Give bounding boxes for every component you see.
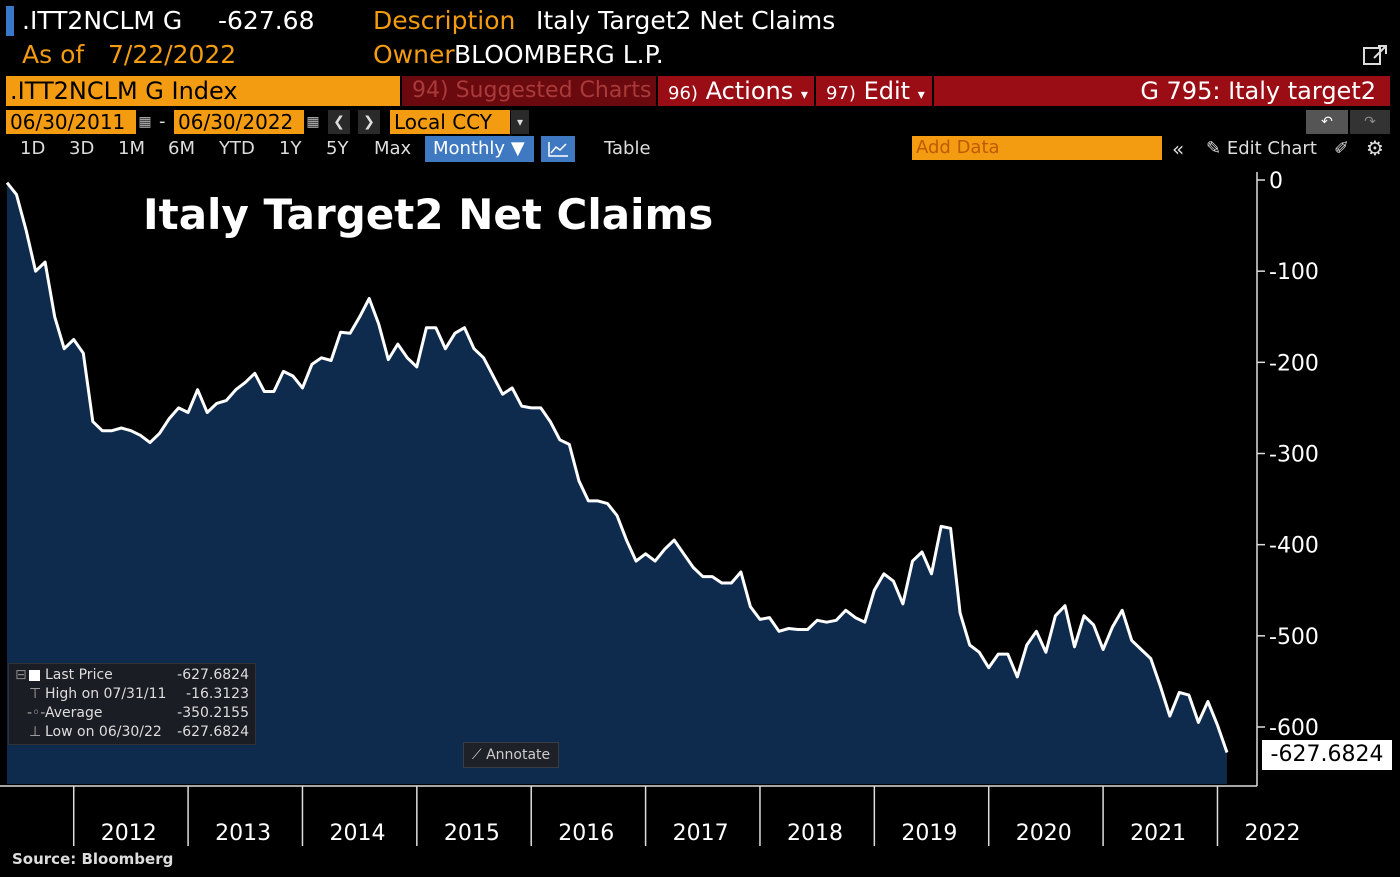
add-data-input[interactable]: Add Data: [912, 136, 1162, 160]
y-tick-label: -300: [1269, 443, 1319, 468]
legend-last-row: ⊟ Last Price -627.6824: [9, 666, 255, 685]
edit-chart-label: Edit Chart: [1226, 138, 1317, 159]
x-tick-label: 2018: [787, 821, 843, 846]
current-value: -627.68: [218, 6, 315, 35]
start-date-field[interactable]: 06/30/2011: [6, 110, 136, 134]
annotate-label: Annotate: [486, 747, 551, 763]
legend-swatch: [29, 670, 40, 681]
popout-icon[interactable]: [1362, 44, 1390, 70]
currency-caret-icon[interactable]: ▾: [511, 110, 529, 134]
actions-label: Actions: [705, 77, 794, 105]
edit-lines-icon[interactable]: ✐: [1334, 138, 1350, 159]
chart-name[interactable]: G 795: Italy target2: [934, 76, 1390, 106]
period-5y[interactable]: 5Y: [326, 138, 349, 159]
frequency-label: Monthly: [433, 138, 506, 159]
chevron-left-icon[interactable]: ❮: [328, 110, 350, 134]
asof-date: 7/22/2022: [108, 40, 237, 69]
undo-icon[interactable]: ↶: [1306, 110, 1348, 134]
legend-low-value: -627.6824: [177, 724, 249, 740]
y-tick-label: -100: [1269, 260, 1319, 285]
average-marker-icon: -◦-: [27, 705, 46, 721]
description-value: Italy Target2 Net Claims: [536, 6, 836, 35]
calendar-icon[interactable]: ▦: [138, 114, 152, 130]
period-6m[interactable]: 6M: [168, 138, 195, 159]
legend-low-row: ⊥ Low on 06/30/22 -627.6824: [9, 723, 255, 742]
edit-label: Edit: [863, 77, 911, 105]
asof-label: As of: [22, 40, 85, 69]
frequency-caret-icon: ▼: [510, 138, 525, 159]
currency-select[interactable]: Local CCY: [390, 110, 510, 134]
x-tick-label: 2012: [101, 821, 157, 846]
ticker-label: .ITT2NCLM G: [22, 6, 183, 35]
end-date-field[interactable]: 06/30/2022: [174, 110, 304, 134]
owner-value: BLOOMBERG L.P.: [454, 40, 664, 69]
annotate-button[interactable]: ⟋ Annotate: [463, 742, 559, 768]
legend-avg-row: -◦- Average -350.2155: [9, 704, 255, 723]
ticker-flag: [6, 6, 14, 36]
period-max[interactable]: Max: [374, 138, 412, 159]
date-dash: -: [159, 111, 166, 132]
period-1y[interactable]: 1Y: [279, 138, 302, 159]
legend-last-value: -627.6824: [177, 667, 249, 683]
suggested-charts-button[interactable]: 94) Suggested Charts: [402, 76, 656, 106]
legend-low-label: Low on 06/30/22: [45, 724, 162, 740]
legend-avg-value: -350.2155: [177, 705, 249, 721]
pencil-icon: ✎: [1206, 138, 1222, 159]
period-ytd[interactable]: YTD: [219, 138, 255, 159]
x-tick-label: 2022: [1244, 821, 1300, 846]
y-tick-label: 0: [1269, 169, 1283, 194]
y-tick-label: -600: [1269, 716, 1319, 741]
gear-icon[interactable]: ⚙: [1366, 136, 1384, 160]
y-tick-label: -400: [1269, 534, 1319, 559]
chart-title: Italy Target2 Net Claims: [143, 190, 714, 239]
security-field[interactable]: .ITT2NCLM G Index: [6, 76, 400, 106]
period-3d[interactable]: 3D: [69, 138, 95, 159]
actions-menu[interactable]: 96) Actions ▾: [658, 76, 814, 106]
collapse-icon[interactable]: «: [1172, 137, 1185, 161]
x-tick-label: 2021: [1130, 821, 1186, 846]
period-1d[interactable]: 1D: [20, 138, 46, 159]
table-button[interactable]: Table: [604, 138, 651, 159]
series-line: [5, 181, 1229, 753]
collapse-box-icon[interactable]: ⊟: [15, 667, 27, 683]
last-price-tag: -627.6824: [1262, 740, 1392, 770]
edit-chart-button[interactable]: ✎ Edit Chart: [1206, 136, 1317, 162]
line-chart-icon[interactable]: [541, 136, 575, 162]
chevron-right-icon[interactable]: ❯: [358, 110, 380, 134]
description-label: Description: [373, 6, 516, 35]
actions-num: 96): [668, 83, 698, 104]
edit-caret-icon: ▾: [917, 87, 925, 103]
pencil-icon: ⟋: [471, 747, 482, 763]
y-tick-label: -200: [1269, 351, 1319, 376]
y-tick-label: -500: [1269, 625, 1319, 650]
series-area: [7, 182, 1227, 784]
period-1m[interactable]: 1M: [118, 138, 145, 159]
legend-avg-label: Average: [45, 705, 103, 721]
x-tick-label: 2014: [329, 821, 385, 846]
legend-high-label: High on 07/31/11: [45, 686, 167, 702]
high-marker-icon: ⊤: [29, 686, 42, 702]
edit-menu[interactable]: 97) Edit ▾: [816, 76, 932, 106]
x-tick-label: 2015: [444, 821, 500, 846]
x-tick-label: 2019: [901, 821, 957, 846]
low-marker-icon: ⊥: [29, 724, 42, 740]
redo-icon[interactable]: ↷: [1350, 110, 1390, 134]
edit-num: 97): [826, 83, 856, 104]
frequency-select[interactable]: Monthly ▼: [425, 136, 534, 162]
legend-high-value: -16.3123: [186, 686, 249, 702]
actions-caret-icon: ▾: [800, 87, 808, 103]
calendar-icon[interactable]: ▦: [306, 114, 320, 130]
legend-box: ⊟ Last Price -627.6824 ⊤ High on 07/31/1…: [8, 663, 256, 745]
x-tick-label: 2016: [558, 821, 614, 846]
source-note: Source: Bloomberg: [12, 850, 174, 868]
legend-last-label: Last Price: [45, 667, 113, 683]
x-tick-label: 2013: [215, 821, 271, 846]
owner-label: Owner: [373, 40, 455, 69]
x-tick-label: 2020: [1016, 821, 1072, 846]
legend-high-row: ⊤ High on 07/31/11 -16.3123: [9, 685, 255, 704]
x-tick-label: 2017: [673, 821, 729, 846]
